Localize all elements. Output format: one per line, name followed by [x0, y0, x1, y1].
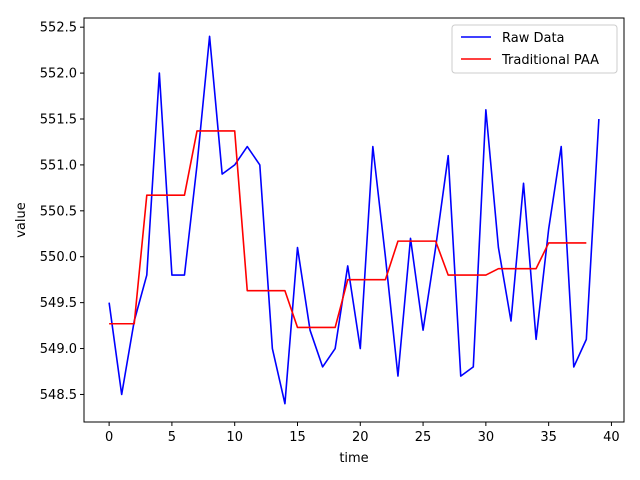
y-tick-label: 550.5	[40, 204, 77, 219]
y-axis-label: value	[14, 202, 29, 238]
y-tick-label: 552.5	[40, 21, 77, 36]
legend-box	[451, 24, 618, 74]
y-tick-label: 548.5	[40, 388, 77, 403]
plot-frame	[83, 17, 625, 423]
x-tick-label: 0	[105, 430, 113, 445]
x-tick-label: 25	[415, 430, 432, 445]
x-tick-label: 30	[478, 430, 495, 445]
series-line-traditional-paa	[109, 130, 587, 329]
y-axis: 548.5 549.0 549.5 550.0 550.5 551.0 551.5 552.0…	[40, 21, 84, 403]
legend-label-traditional-paa: Traditional PAA	[501, 53, 599, 68]
x-tick-label: 10	[226, 430, 243, 445]
y-tick-label: 551.0	[40, 158, 77, 173]
y-tick-label: 552.0	[40, 67, 77, 82]
legend: Raw Data Traditional PAA	[451, 24, 618, 74]
x-axis-label: time	[339, 451, 368, 466]
x-axis: 0 5 10 15 20 25 30 35 40	[105, 422, 620, 445]
y-tick-label: 549.5	[40, 296, 77, 311]
x-tick-label: 35	[540, 430, 557, 445]
series-line-raw-data	[108, 35, 600, 405]
x-tick-label: 5	[168, 430, 176, 445]
y-tick-label: 550.0	[40, 250, 77, 265]
legend-label-raw-data: Raw Data	[502, 31, 565, 46]
x-tick-label: 20	[352, 430, 369, 445]
x-tick-label: 15	[289, 430, 306, 445]
y-tick-label: 551.5	[40, 113, 77, 128]
x-tick-label: 40	[603, 430, 620, 445]
series-layer	[108, 35, 600, 405]
y-tick-label: 549.0	[40, 342, 77, 357]
